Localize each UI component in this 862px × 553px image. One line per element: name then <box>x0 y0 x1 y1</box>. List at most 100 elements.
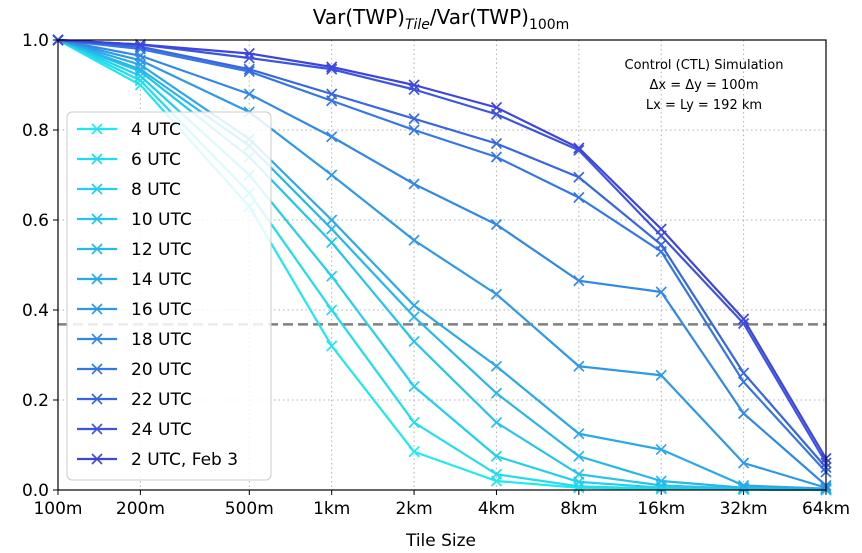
legend-marker <box>91 153 103 165</box>
data-point-marker <box>490 468 503 480</box>
y-tick-label: 0.6 <box>22 211 49 231</box>
data-point-marker <box>490 288 503 300</box>
legend-marker <box>91 453 103 465</box>
legend-label: 18 UTC <box>131 330 192 350</box>
data-point-marker <box>490 218 503 231</box>
data-point-marker <box>326 169 338 181</box>
legend-label: 14 UTC <box>131 270 192 290</box>
data-point-marker <box>243 88 255 100</box>
axis-layer <box>53 39 827 495</box>
legend-entry: 22 UTC <box>77 390 192 410</box>
annotation-line-3: Lx = Ly = 192 km <box>646 98 762 113</box>
data-point-marker <box>134 79 146 91</box>
legend-marker <box>91 243 103 255</box>
data-point-marker <box>408 299 420 312</box>
chart-title: Var(TWP)Tile/Var(TWP)100m <box>313 5 570 33</box>
data-point-marker <box>326 270 338 282</box>
series-layer <box>52 34 832 496</box>
title-main: Var(TWP) <box>313 5 405 29</box>
data-point-marker <box>408 380 420 393</box>
x-axis-label: Tile Size <box>405 531 476 551</box>
data-point-marker <box>738 457 750 469</box>
data-point-marker <box>655 223 667 235</box>
series-line <box>57 38 827 490</box>
x-tick-labels: 100m 200m 500m 1km 2km 4km 8km 16km 32km 64km <box>33 499 850 519</box>
data-point-marker <box>738 376 750 388</box>
series-11 <box>52 34 832 465</box>
data-point-marker <box>655 475 667 487</box>
legend-label: 16 UTC <box>131 300 192 320</box>
legend-label: 12 UTC <box>131 240 192 260</box>
legend-marker <box>91 213 103 225</box>
data-point-marker <box>490 360 503 372</box>
data-point-marker <box>408 79 420 91</box>
legend-marker <box>91 393 103 405</box>
data-point-marker <box>490 450 503 462</box>
data-point-marker <box>408 446 420 458</box>
legend-label: 22 UTC <box>131 390 192 410</box>
y-tick-label: 0.0 <box>22 481 49 501</box>
data-point-marker <box>326 304 338 316</box>
annotation-line-1: Control (CTL) Simulation <box>625 58 784 73</box>
data-point-marker <box>573 428 585 440</box>
data-point-marker <box>408 178 420 190</box>
legend-entry: 2 UTC, Feb 3 <box>77 450 238 470</box>
data-point-marker <box>490 137 503 150</box>
data-point-marker <box>490 387 503 399</box>
legend-entry: 6 UTC <box>77 150 181 170</box>
legend: 4 UTC 6 UTC 8 UTC 10 UTC 12 UTC 14 UTC 16 UTC 1… <box>66 111 272 481</box>
legend-label: 24 UTC <box>131 420 192 440</box>
x-tick-label: 64km <box>802 499 850 519</box>
legend-entry: 14 UTC <box>77 270 192 290</box>
x-tick-label: 8km <box>560 499 597 519</box>
title-middle: /Var(TWP) <box>430 5 529 29</box>
data-point-marker <box>408 113 420 125</box>
legend-entry: 18 UTC <box>77 330 192 350</box>
legend-marker <box>91 273 103 285</box>
annotation: Control (CTL) Simulation Δx = Δy = 100m … <box>625 58 784 113</box>
series-9 <box>52 34 832 474</box>
data-point-marker <box>573 191 585 204</box>
data-point-marker <box>326 340 338 352</box>
legend-label: 10 UTC <box>131 210 192 230</box>
legend-entry: 24 UTC <box>77 420 192 440</box>
legend-box <box>66 111 272 481</box>
data-point-marker <box>655 239 667 251</box>
x-tick-label: 100m <box>33 499 82 519</box>
legend-entry: 10 UTC <box>77 210 192 230</box>
data-point-marker <box>408 311 420 323</box>
data-point-marker <box>573 450 585 462</box>
data-point-marker <box>573 275 585 287</box>
data-point-marker <box>326 131 338 143</box>
data-point-marker <box>573 360 585 372</box>
x-tick-label: 500m <box>225 499 274 519</box>
data-point-marker <box>490 151 503 163</box>
legend-marker <box>91 183 103 195</box>
title-sub-100m: 100m <box>529 17 569 33</box>
data-point-marker <box>573 142 585 154</box>
data-point-marker <box>573 468 585 480</box>
y-tick-labels: 0.0 0.2 0.4 0.6 0.8 1.0 <box>22 31 49 501</box>
series-line <box>57 38 827 473</box>
legend-label: 2 UTC, Feb 3 <box>131 450 238 470</box>
annotation-line-2: Δx = Δy = 100m <box>650 78 759 93</box>
data-point-marker <box>134 74 146 87</box>
legend-label: 20 UTC <box>131 360 192 380</box>
legend-marker <box>91 423 103 435</box>
x-tick-label: 2km <box>395 499 432 519</box>
plot-frame <box>57 39 827 491</box>
data-point-marker <box>326 214 338 226</box>
title-sub-tile: Tile <box>405 17 430 33</box>
data-point-marker <box>655 286 667 298</box>
x-tick-label: 32km <box>720 499 768 519</box>
data-point-marker <box>738 407 750 420</box>
data-point-marker <box>655 369 667 381</box>
data-point-marker <box>408 416 420 429</box>
data-point-marker <box>243 63 255 75</box>
legend-marker <box>91 333 103 345</box>
data-point-marker <box>490 416 503 429</box>
series-line <box>57 38 827 489</box>
y-tick-label: 1.0 <box>22 31 49 51</box>
